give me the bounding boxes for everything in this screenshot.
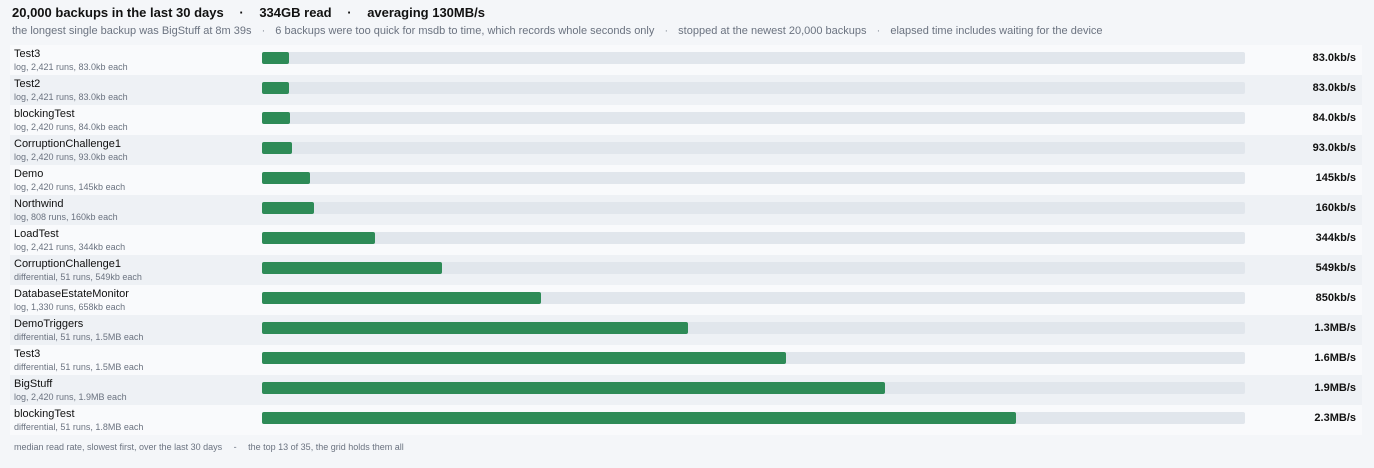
subline-separator: · <box>664 25 669 37</box>
row-name: Test3 <box>14 48 41 60</box>
bar-fill <box>262 172 310 184</box>
bar-fill <box>262 232 375 244</box>
row-rate-label: 83.0kb/s <box>1312 82 1356 94</box>
row-name: Demo <box>14 168 44 180</box>
subline: the longest single backup was BigStuff a… <box>12 25 1103 37</box>
bar-track <box>262 112 1245 124</box>
chart-row: CorruptionChallenge1 log, 2,420 runs, 93.… <box>10 135 1362 165</box>
bar-fill <box>262 412 1016 424</box>
row-meta: log, 2,420 runs, 145kb each <box>14 182 126 192</box>
chart-row: blockingTest differential, 51 runs, 1.8MB… <box>10 405 1362 435</box>
row-rate-label: 145kb/s <box>1315 172 1356 184</box>
row-rate-label: 93.0kb/s <box>1312 142 1356 154</box>
chart-row: Northwind log, 808 runs, 160kb each 160kb/… <box>10 195 1362 225</box>
chart-row: BigStuff log, 2,420 runs, 1.9MB each 1.9MB… <box>10 375 1362 405</box>
bar-track <box>262 82 1245 94</box>
row-meta: log, 808 runs, 160kb each <box>14 212 118 222</box>
bar-fill <box>262 262 442 274</box>
row-rate-label: 850kb/s <box>1315 292 1356 304</box>
row-meta: differential, 51 runs, 1.5MB each <box>14 332 144 342</box>
subline-separator: · <box>876 25 881 37</box>
chart-row: Test3 differential, 51 runs, 1.5MB each 1.… <box>10 345 1362 375</box>
footer-right: the top 13 of 35, the grid holds them al… <box>248 442 404 452</box>
bar-fill <box>262 142 292 154</box>
row-name: blockingTest <box>14 108 75 120</box>
bar-track <box>262 142 1245 154</box>
row-rate-label: 160kb/s <box>1315 202 1356 214</box>
row-rate-label: 1.6MB/s <box>1314 352 1356 364</box>
chart-row: Test3 log, 2,421 runs, 83.0kb each 83.0kb/… <box>10 45 1362 75</box>
headline-separator: · <box>347 5 352 20</box>
headline-backups: 20,000 backups in the last 30 days <box>12 5 224 20</box>
row-meta: log, 2,420 runs, 84.0kb each <box>14 122 128 132</box>
bar-fill <box>262 292 541 304</box>
subline-item: 6 backups were too quick for msdb to tim… <box>275 25 655 37</box>
headline-average: averaging 130MB/s <box>367 5 485 20</box>
row-meta: differential, 51 runs, 1.5MB each <box>14 362 144 372</box>
row-name: CorruptionChallenge1 <box>14 258 122 270</box>
bar-track <box>262 292 1245 304</box>
bar-fill <box>262 82 289 94</box>
subline-item: elapsed time includes waiting for the de… <box>890 25 1103 37</box>
row-meta: log, 2,420 runs, 93.0kb each <box>14 152 128 162</box>
subline-item: the longest single backup was BigStuff a… <box>12 25 252 37</box>
row-rate-label: 83.0kb/s <box>1312 52 1356 64</box>
row-meta: log, 1,330 runs, 658kb each <box>14 302 126 312</box>
bar-track <box>262 262 1245 274</box>
chart-row: DemoTriggers differential, 51 runs, 1.5MB… <box>10 315 1362 345</box>
bar-track <box>262 322 1245 334</box>
bar-track <box>262 52 1245 64</box>
row-name: Northwind <box>14 198 64 210</box>
subline-item: stopped at the newest 20,000 backups <box>678 25 867 37</box>
row-name: CorruptionChallenge1 <box>14 138 122 150</box>
bar-track <box>262 172 1245 184</box>
row-meta: log, 2,421 runs, 83.0kb each <box>14 92 128 102</box>
bar-fill <box>262 202 314 214</box>
row-rate-label: 2.3MB/s <box>1314 412 1356 424</box>
row-name: DatabaseEstateMonitor <box>14 288 129 300</box>
row-name: Test3 <box>14 348 41 360</box>
row-meta: log, 2,421 runs, 344kb each <box>14 242 126 252</box>
footer: median read rate, slowest first, over th… <box>14 442 404 452</box>
row-meta: log, 2,420 runs, 1.9MB each <box>14 392 127 402</box>
chart-row: DatabaseEstateMonitor log, 1,330 runs, 65… <box>10 285 1362 315</box>
bar-track <box>262 412 1245 424</box>
row-name: Test2 <box>14 78 41 90</box>
headline-read: 334GB read <box>259 5 332 20</box>
row-name: BigStuff <box>14 378 53 390</box>
bar-fill <box>262 52 289 64</box>
row-meta: log, 2,421 runs, 83.0kb each <box>14 62 128 72</box>
row-rate-label: 84.0kb/s <box>1312 112 1356 124</box>
row-name: DemoTriggers <box>14 318 84 330</box>
bar-track <box>262 382 1245 394</box>
headline-separator: · <box>239 5 244 20</box>
bar-fill <box>262 112 290 124</box>
row-rate-label: 1.9MB/s <box>1314 382 1356 394</box>
headline: 20,000 backups in the last 30 days · 334… <box>12 5 485 20</box>
bar-chart: Test3 log, 2,421 runs, 83.0kb each 83.0kb/… <box>10 45 1362 435</box>
row-meta: differential, 51 runs, 1.8MB each <box>14 422 144 432</box>
row-name: blockingTest <box>14 408 75 420</box>
chart-row: Demo log, 2,420 runs, 145kb each 145kb/s <box>10 165 1362 195</box>
chart-row: Test2 log, 2,421 runs, 83.0kb each 83.0kb/… <box>10 75 1362 105</box>
chart-row: LoadTest log, 2,421 runs, 344kb each 344kb… <box>10 225 1362 255</box>
bar-fill <box>262 322 688 334</box>
row-rate-label: 344kb/s <box>1315 232 1356 244</box>
bar-fill <box>262 352 786 364</box>
row-name: LoadTest <box>14 228 59 240</box>
footer-separator: - <box>233 442 237 452</box>
bar-track <box>262 232 1245 244</box>
chart-row: blockingTest log, 2,420 runs, 84.0kb each… <box>10 105 1362 135</box>
bar-track <box>262 352 1245 364</box>
chart-row: CorruptionChallenge1 differential, 51 run… <box>10 255 1362 285</box>
bar-track <box>262 202 1245 214</box>
subline-separator: · <box>261 25 266 37</box>
bar-fill <box>262 382 885 394</box>
row-meta: differential, 51 runs, 549kb each <box>14 272 142 282</box>
footer-left: median read rate, slowest first, over th… <box>14 442 223 452</box>
row-rate-label: 1.3MB/s <box>1314 322 1356 334</box>
row-rate-label: 549kb/s <box>1315 262 1356 274</box>
